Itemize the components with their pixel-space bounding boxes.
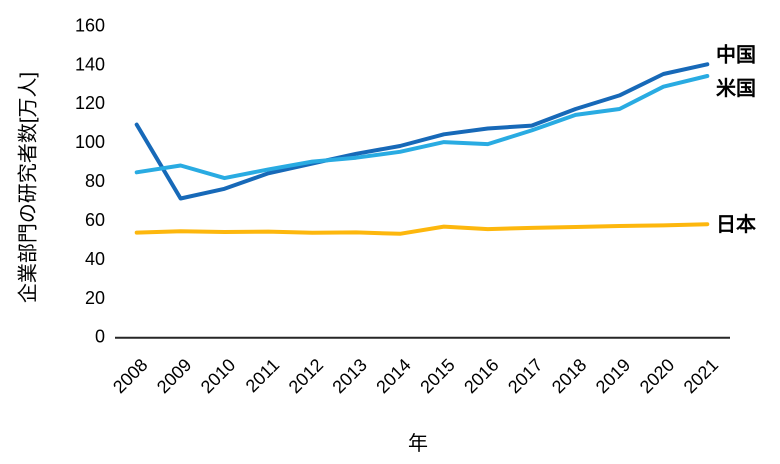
y-tick-label: 140 bbox=[75, 54, 105, 74]
x-tick-label: 2020 bbox=[636, 355, 678, 397]
y-axis-title: 企業部門の研究者数[万人] bbox=[17, 71, 40, 304]
x-tick-label: 2011 bbox=[242, 355, 284, 397]
series-end-label: 日本 bbox=[716, 213, 756, 236]
y-tick-label: 40 bbox=[85, 249, 105, 269]
x-tick-label: 2016 bbox=[460, 355, 502, 397]
y-tick-label: 60 bbox=[85, 210, 105, 230]
x-tick-label: 2009 bbox=[153, 355, 195, 397]
x-tick-label: 2012 bbox=[285, 355, 327, 397]
y-tick-label: 20 bbox=[85, 288, 105, 308]
x-tick-label: 2017 bbox=[504, 355, 546, 397]
x-tick-label: 2018 bbox=[548, 355, 590, 397]
x-tick-label: 2019 bbox=[592, 355, 634, 397]
x-tick-label: 2008 bbox=[109, 355, 151, 397]
x-tick-label: 2021 bbox=[680, 355, 722, 397]
y-tick-label: 100 bbox=[75, 132, 105, 152]
x-tick-label: 2013 bbox=[328, 355, 370, 397]
y-tick-label: 80 bbox=[85, 171, 105, 191]
series-end-label: 中国 bbox=[716, 42, 756, 66]
series-line-1 bbox=[134, 62, 710, 201]
y-tick-label: 160 bbox=[75, 15, 105, 35]
x-tick-label: 2014 bbox=[372, 355, 414, 397]
y-tick-label: 0 bbox=[95, 327, 105, 347]
series-line-3 bbox=[134, 222, 710, 236]
y-tick-label: 120 bbox=[75, 93, 105, 113]
x-tick-label: 2010 bbox=[197, 355, 239, 397]
x-tick-label: 2015 bbox=[416, 355, 458, 397]
series-line-2 bbox=[134, 74, 710, 181]
x-axis-title: 年 bbox=[408, 433, 428, 455]
series-end-label: 米国 bbox=[716, 77, 756, 100]
